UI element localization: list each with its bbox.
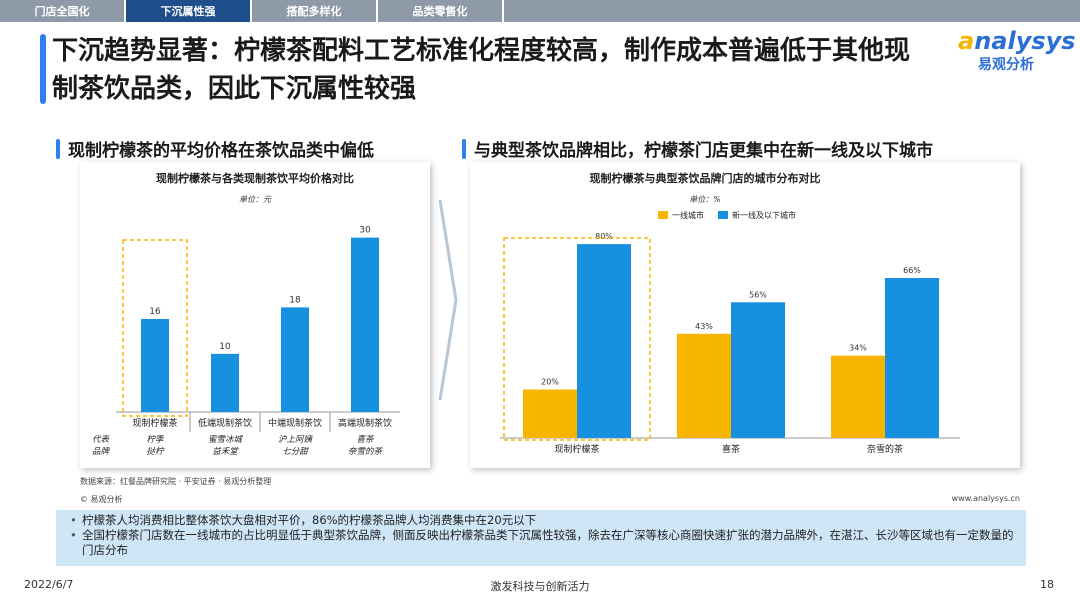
- brand-label: 挞柠: [146, 446, 165, 457]
- tab-bar-fill: [504, 0, 1080, 22]
- legend-label: 一线城市: [672, 210, 704, 220]
- x-tick-label: 高端现制茶饮: [338, 417, 392, 429]
- data-label: 20%: [541, 378, 559, 387]
- bar: [831, 355, 885, 438]
- x-tick-label: 喜茶: [722, 443, 740, 455]
- data-label: 34%: [849, 344, 867, 353]
- arrow-icon: [438, 200, 458, 400]
- chart-title: 现制柠檬茶与各类现制茶饮平均价格对比: [156, 171, 354, 185]
- highlight-box: [122, 239, 188, 417]
- data-label: 30: [359, 226, 371, 236]
- bar: [523, 389, 577, 438]
- brand-label: 益禾堂: [212, 446, 239, 457]
- summary-box: 柠檬茶人均消费相比整体茶饮大盘相对平价，86%的柠檬茶品牌人均消费集中在20元以…: [56, 510, 1026, 566]
- left-subtitle-text: 现制柠檬茶的平均价格在茶饮品类中偏低: [68, 141, 374, 161]
- legend-label: 新一线及以下城市: [732, 210, 796, 220]
- logo-cn: 易观分析: [978, 57, 1034, 73]
- bar: [351, 237, 379, 412]
- bar: [885, 278, 939, 438]
- brand-label: 奈雪的茶: [348, 446, 384, 457]
- page-title: 下沉趋势显著：柠檬茶配料工艺标准化程度较高，制作成本普遍低于其他现制茶饮品类，因…: [52, 36, 911, 104]
- data-label: 56%: [749, 290, 767, 299]
- summary-point: 全国柠檬茶门店数在一线城市的占比明显低于典型茶饮品牌，侧面反映出柠檬茶品类下沉属…: [68, 528, 1014, 558]
- legend-swatch: [658, 211, 668, 219]
- right-subtitle-bar: [462, 138, 466, 159]
- left-subtitle: 现制柠檬茶的平均价格在茶饮品类中偏低: [56, 136, 374, 161]
- bar: [677, 333, 731, 438]
- bar: [141, 319, 169, 412]
- chart-unit: 单位：%: [689, 195, 721, 204]
- x-tick-label: 低端现制茶饮: [198, 417, 252, 429]
- brand-row-label: 代表: [92, 434, 111, 445]
- x-tick-label: 奈雪的茶: [867, 443, 903, 455]
- logo-mark: a: [958, 27, 975, 55]
- x-tick-label: 中端现制茶饮: [268, 417, 322, 429]
- brand-label: 蜜雪冰城: [208, 434, 244, 445]
- data-label: 18: [289, 295, 301, 305]
- data-label: 66%: [903, 266, 921, 275]
- tab-sinking[interactable]: 下沉属性强: [126, 0, 250, 22]
- title-accent-bar: [40, 34, 46, 104]
- data-label: 80%: [595, 232, 613, 241]
- page-date: 2022/6/7: [24, 578, 74, 591]
- chart-unit: 单位：元: [239, 195, 272, 204]
- right-subtitle-text: 与典型茶饮品牌相比，柠檬茶门店更集中在新一线及以下城市: [474, 141, 933, 161]
- left-subtitle-bar: [56, 138, 60, 159]
- bar: [731, 302, 785, 438]
- summary-point: 柠檬茶人均消费相比整体茶饮大盘相对平价，86%的柠檬茶品牌人均消费集中在20元以…: [68, 513, 1014, 528]
- right-subtitle: 与典型茶饮品牌相比，柠檬茶门店更集中在新一线及以下城市: [462, 136, 933, 161]
- chart-title: 现制柠檬茶与典型茶饮品牌门店的城市分布对比: [590, 171, 821, 185]
- bar: [211, 353, 239, 412]
- data-source: 数据来源：红餐品牌研究院 · 平安证券 · 易观分析整理: [80, 477, 272, 486]
- page-number: 18: [1040, 578, 1054, 591]
- highlight-box: [503, 237, 651, 441]
- brand-label: 七分甜: [282, 446, 309, 457]
- bar: [281, 307, 309, 412]
- tab-pairing[interactable]: 搭配多样化: [252, 0, 376, 22]
- brand-row-label: 品牌: [92, 446, 111, 457]
- brand-label: 沪上阿姨: [278, 434, 314, 445]
- site-url[interactable]: www.analysys.cn: [951, 494, 1020, 503]
- page-slogan: 激发科技与创新活力: [490, 580, 590, 593]
- logo: analysys 易观分析: [958, 27, 1076, 78]
- left-chart-panel: 现制柠檬茶与各类现制茶饮平均价格对比单位：元 16 现制柠檬茶柠季 挞柠 10 低端现制茶…: [80, 162, 430, 468]
- copyright: © 易观分析: [80, 495, 123, 504]
- data-label: 43%: [695, 322, 713, 331]
- tab-stores-national[interactable]: 门店全国化: [0, 0, 124, 22]
- right-chart-panel: 现制柠檬茶与典型茶饮品牌门店的城市分布对比单位：% 一线城市 新一线及以下城市 20%…: [470, 162, 1020, 468]
- bar: [577, 244, 631, 438]
- tab-retail[interactable]: 品类零售化: [378, 0, 502, 22]
- legend-swatch: [718, 211, 728, 219]
- section-tabs: 门店全国化 下沉属性强 搭配多样化 品类零售化: [0, 0, 1080, 24]
- brand-label: 柠季: [146, 434, 165, 445]
- x-tick-label: 现制柠檬茶: [132, 417, 177, 429]
- brand-label: 喜茶: [356, 434, 375, 445]
- data-label: 16: [149, 307, 161, 317]
- logo-text: nalysys: [974, 27, 1076, 55]
- x-tick-label: 现制柠檬茶: [554, 443, 599, 455]
- data-label: 10: [219, 342, 231, 352]
